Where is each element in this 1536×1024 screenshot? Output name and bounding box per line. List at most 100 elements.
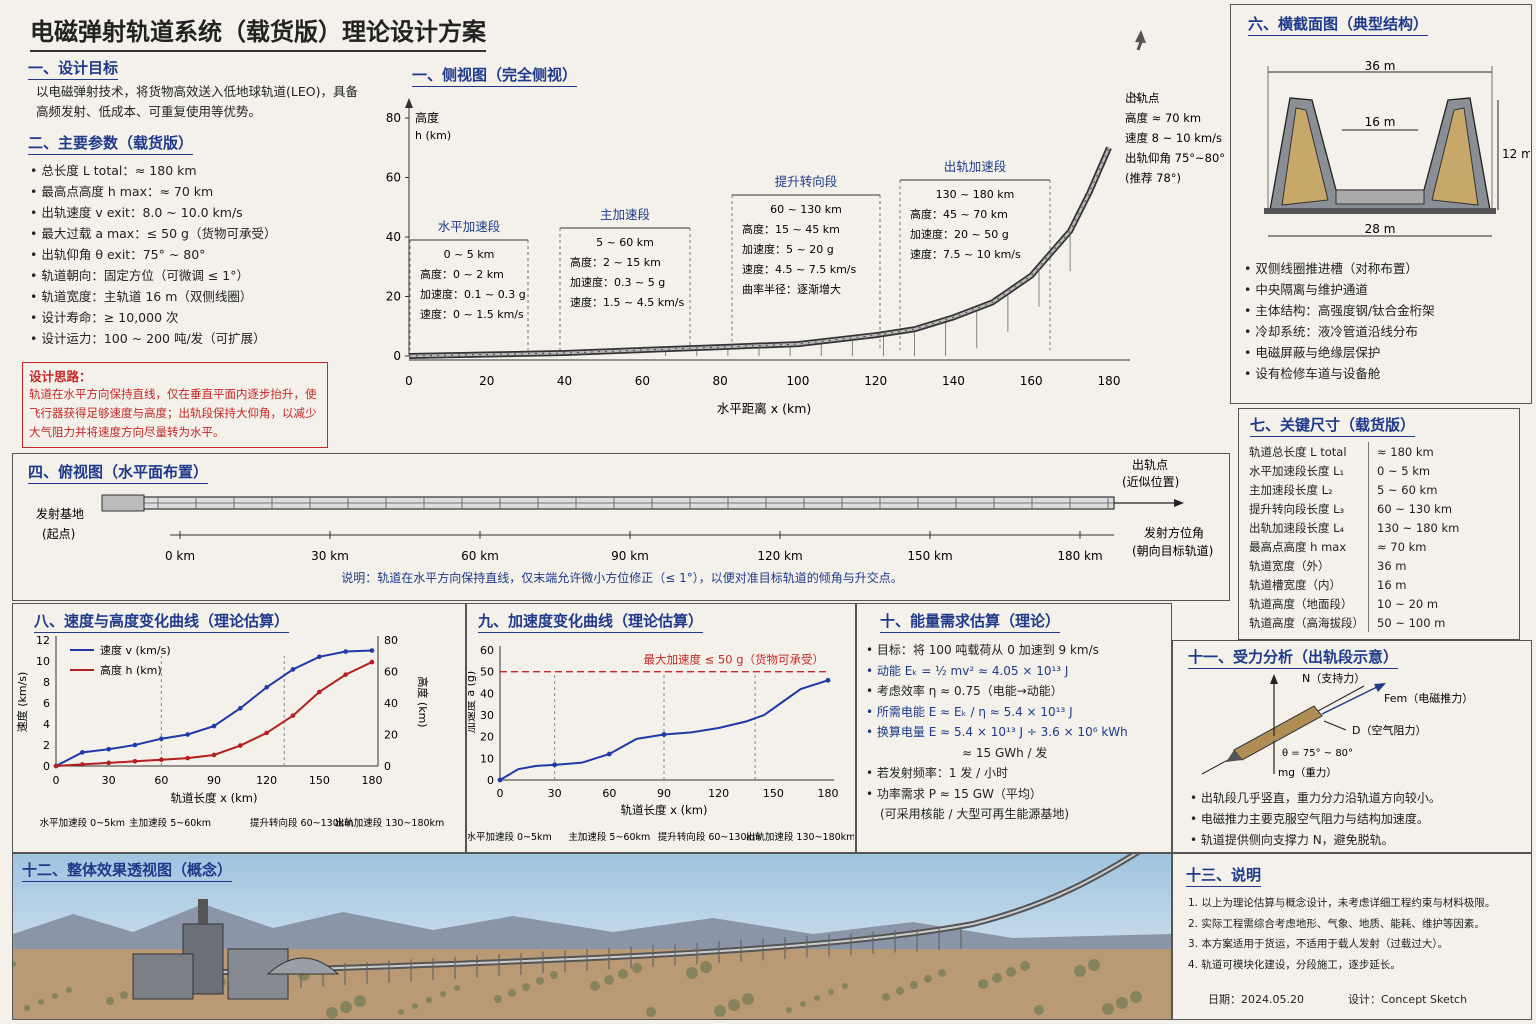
angle-label: θ = 75° ~ 80° (1282, 748, 1353, 759)
velocity-point (106, 746, 111, 752)
param-item: 最大过载 a max：≤ 50 g（货物可承受） (30, 223, 360, 244)
base-slab (1264, 208, 1496, 214)
designer-label: 设计：Concept Sketch (1348, 993, 1468, 1006)
dims-value: 130 ~ 180 km (1368, 518, 1464, 537)
section-params-header: 二、主要参数（载货版） (28, 132, 194, 155)
x-tick: 120 (708, 787, 729, 800)
velocity-point (369, 648, 375, 653)
dims-label: 最高点高度 h max (1249, 539, 1347, 554)
shrub (52, 993, 58, 999)
shrub (13, 961, 16, 967)
param-item: 最高点高度 h max：≈ 70 km (30, 181, 360, 202)
y-tick-label: 80 (386, 111, 401, 125)
dims-row: 轨道宽度（外） 36 m (1245, 556, 1464, 575)
segment-detail: 速度：1.5 ~ 4.5 km/s (570, 295, 684, 309)
exit-note: (推荐 78°) (1125, 171, 1181, 185)
param-item: 轨道朝向：固定方位（可微调 ≤ 1°） (30, 265, 360, 286)
energy-item: • 目标：将 100 吨载荷从 0 加速到 9 km/s (866, 643, 1099, 657)
segment-label: 主加速段 5~60km (129, 817, 211, 829)
key-dims-table: 轨道总长度 L total ≈ 180 km 水平加速段长度 L₁ 0 ~ 5 km 主… (1245, 442, 1464, 632)
acceleration-chart: 0 10 20 30 40 50 60 0 30 60 90 120 150 180 加速度 a (g) 轨道… (468, 644, 854, 843)
dims-value: 50 ~ 100 m (1368, 613, 1464, 632)
y-tick-left: 8 (43, 676, 50, 689)
acceleration-point (661, 732, 667, 737)
energy-item: • 动能 Eₖ = ½ mv² ≈ 4.05 × 10¹³ J (866, 663, 1069, 678)
exit-pointer (1129, 91, 1141, 101)
accel-chart-header: 九、加速度变化曲线（理论估算） (478, 610, 704, 633)
y-tick: 50 (480, 666, 494, 679)
velocity-point (238, 705, 243, 711)
segment-detail: 速度：4.5 ~ 7.5 km/s (742, 262, 856, 276)
segment-label: 出轨加速段 130~180km (335, 817, 445, 829)
x-tick: 180 (818, 787, 839, 800)
shrub (454, 985, 460, 991)
altitude-point (317, 689, 322, 695)
shrub (604, 975, 614, 985)
shrub (354, 995, 366, 1007)
design-idea-text: 轨道在水平方向保持直线，仅在垂直平面内逐步抬升，使飞行器获得足够速度与高度；出轨… (29, 387, 317, 439)
dims-value: 36 m (1368, 556, 1464, 575)
energy-item: (可采用核能 / 大型可再生能源基地) (880, 807, 1070, 821)
shrub (1006, 967, 1016, 977)
limit-label: 最大加速度 ≤ 50 g（货物可承受） (643, 653, 824, 667)
acceleration-point (606, 751, 612, 757)
base-building (132, 953, 194, 1000)
rocket-body (1136, 41, 1143, 51)
altitude-point (106, 760, 111, 766)
param-item: 总长度 L total：≈ 180 km (30, 160, 360, 181)
shrub (508, 989, 516, 997)
y-tick-left: 12 (36, 634, 50, 647)
notes-list: 1. 以上为理论估算与概念设计，未考虑详细工程约束与材料极限。 2. 实际工程需综… (1188, 893, 1526, 975)
cross-section-item: 中央隔离与维护通道 (1244, 279, 1524, 300)
force-em-label: Fem（电磁推力） (1384, 691, 1473, 705)
x-tick: 30 (548, 787, 562, 800)
segment-detail: 高度：15 ~ 45 km (742, 222, 840, 236)
track-highlight (162, 854, 1137, 975)
shrub (938, 969, 946, 977)
y-label-left: 速度 (km/s) (15, 672, 29, 733)
shrub (910, 981, 918, 989)
velocity-chart-header: 八、速度与高度变化曲线（理论估算） (34, 610, 290, 633)
dims-label: 主加速段长度 L₂ (1249, 482, 1333, 497)
dims-value: 10 ~ 20 m (1368, 594, 1464, 613)
segment-detail: 高度：45 ~ 70 km (910, 207, 1008, 221)
shrub (536, 977, 544, 985)
param-item: 设计寿命：≥ 10,000 次 (30, 307, 360, 328)
direction-arrow (1174, 499, 1184, 507)
segment-detail: 130 ~ 180 km (936, 188, 1015, 201)
segment-detail: 5 ~ 60 km (596, 236, 654, 249)
perspective-header: 十二、整体效果透视图（概念） (22, 859, 233, 882)
segment-label: 水平加速段 0~5km (40, 817, 125, 829)
perspective-frame (12, 853, 1172, 1020)
distance-tick-label: 120 km (757, 549, 802, 563)
y-label-right: 高度 (km) (416, 676, 430, 727)
x-tick-label: 40 (557, 374, 572, 388)
shrub (742, 993, 754, 1005)
x-tick-label: 100 (786, 374, 809, 388)
segment-detail: 高度：0 ~ 2 km (420, 267, 504, 281)
shrub (1102, 1003, 1114, 1015)
energy-item: • 考虑效率 η ≈ 0.75（电能→动能） (866, 684, 1063, 698)
launch-base-label: 发射基地 (36, 506, 84, 521)
exit-point-sub: (近似位置) (1122, 474, 1179, 489)
dims-row: 水平加速段长度 L₁ 0 ~ 5 km (1245, 461, 1464, 480)
note-item: 4. 轨道可模块化建设，分段施工，逐步延长。 (1188, 958, 1401, 971)
energy-item: • 功率需求 P ≈ 15 GW（平均） (866, 786, 1042, 801)
dims-value: 16 m (1368, 575, 1464, 594)
shrub (522, 983, 530, 991)
param-item: 出轨仰角 θ exit：75° ~ 80° (30, 244, 360, 265)
shrub (1088, 959, 1100, 971)
energy-frame (856, 603, 1172, 853)
dims-row: 轨道槽宽度（内） 16 m (1245, 575, 1464, 594)
segment-label: 提升转向段 60~130km (658, 831, 761, 843)
shrub (1020, 961, 1030, 971)
goal-text: 以电磁弹射技术，将货物高效送入低地球轨道(LEO)，具备高频发射、低成本、可重复… (36, 84, 358, 119)
force-note-item: • 出轨段几乎竖直，重力分力沿轨道方向较小。 (1190, 791, 1441, 805)
x-tick-label: 160 (1020, 374, 1043, 388)
left-coil-trough (1281, 107, 1329, 206)
dims-label: 轨道高度（地面段） (1249, 596, 1353, 611)
dims-label: 水平加速段长度 L₁ (1249, 463, 1345, 478)
altitude-point (53, 763, 59, 769)
shrub (66, 987, 72, 993)
